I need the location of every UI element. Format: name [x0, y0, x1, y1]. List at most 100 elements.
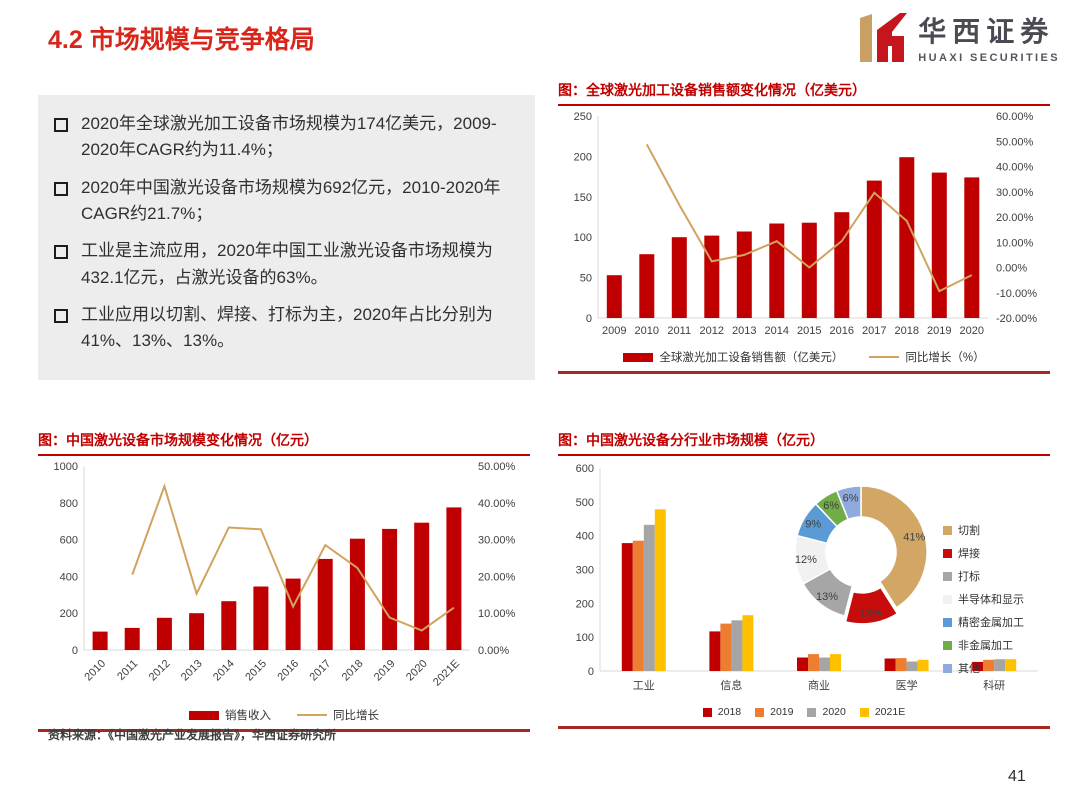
- page-title: 4.2 市场规模与竞争格局: [48, 26, 315, 54]
- logo-en: HUAXI SECURITIES: [918, 52, 1060, 64]
- svg-text:60.00%: 60.00%: [996, 111, 1034, 123]
- by-industry-chart-wrap: 0 100 200 300 400 500 600 工业 信息 商业 医学 科研 41% 13% 13% 12…: [558, 460, 1050, 700]
- legend-label: 销售收入: [225, 710, 271, 722]
- bar-swatch-icon: [755, 707, 765, 717]
- legend-item: 焊接: [943, 545, 1024, 561]
- svg-text:0.00%: 0.00%: [996, 263, 1027, 275]
- legend-label: 同比增长（%）: [905, 352, 985, 364]
- svg-text:6%: 6%: [823, 500, 839, 512]
- svg-text:商业: 商业: [808, 678, 830, 692]
- legend-label: 同比增长: [333, 710, 379, 722]
- svg-text:2019: 2019: [372, 658, 398, 684]
- legend-item: 非金属加工: [943, 637, 1024, 653]
- svg-text:2017: 2017: [862, 325, 886, 337]
- logo-cn: 华西证券: [918, 17, 1055, 48]
- legend-label: 2020: [822, 706, 846, 718]
- svg-text:10.00%: 10.00%: [996, 237, 1034, 249]
- bullet-text: 2020年中国激光设备市场规模为692亿元，2010-2020年CAGR约21.…: [81, 177, 501, 224]
- svg-text:12%: 12%: [795, 554, 817, 566]
- svg-text:2017: 2017: [308, 658, 334, 684]
- square-bullet-icon: [54, 118, 68, 132]
- title-rule: [38, 454, 530, 456]
- legend-item: 精密金属加工: [943, 614, 1024, 630]
- page-number: 41: [1008, 768, 1026, 785]
- list-item: 工业应用以切割、焊接、打标为主，2020年占比分别为41%、13%、13%。: [54, 302, 517, 355]
- svg-text:2009: 2009: [602, 325, 626, 337]
- square-bullet-icon: [54, 309, 68, 324]
- legend-label: 精密金属加工: [958, 617, 1024, 629]
- figure-china-market: 图：中国激光设备市场规模变化情况（亿元） 0 200 400 600 800 1000 0.…: [38, 430, 530, 732]
- bar-series: [606, 157, 980, 318]
- svg-text:40.00%: 40.00%: [478, 498, 516, 510]
- legend-item: 切割: [943, 522, 1024, 538]
- bar-series: [92, 507, 462, 650]
- legend-label: 全球激光加工设备销售额（亿美元）: [659, 352, 844, 364]
- huaxi-securities-logo: 华西证券 HUAXI SECURITIES: [854, 10, 1060, 64]
- svg-text:2016: 2016: [275, 658, 301, 684]
- svg-text:10.00%: 10.00%: [478, 608, 516, 620]
- figure-global-sales: 图：全球激光加工设备销售额变化情况（亿美元） 0 50 100 150 200 250 -2…: [558, 80, 1050, 374]
- legend-item: 同比增长（%）: [869, 349, 985, 365]
- line-series: [645, 143, 973, 293]
- svg-text:2015: 2015: [243, 658, 269, 684]
- list-item: 2020年中国激光设备市场规模为692亿元，2010-2020年CAGR约21.…: [54, 175, 517, 228]
- svg-text:41%: 41%: [903, 532, 925, 544]
- legend-item: 同比增长: [297, 707, 379, 723]
- svg-text:2014: 2014: [765, 325, 789, 337]
- pie-swatch-icon: [943, 594, 952, 604]
- svg-text:0: 0: [588, 666, 594, 678]
- title-rule: [558, 454, 1050, 456]
- bar-swatch-icon: [859, 707, 869, 717]
- svg-text:50.00%: 50.00%: [478, 461, 516, 473]
- figure-bottom-rule: [558, 726, 1050, 729]
- svg-text:医学: 医学: [896, 678, 918, 692]
- figure-title: 图：全球激光加工设备销售额变化情况（亿美元）: [558, 82, 866, 98]
- svg-text:400: 400: [576, 531, 594, 543]
- svg-text:2012: 2012: [147, 658, 173, 684]
- svg-text:200: 200: [576, 598, 594, 610]
- list-item: 工业是主流应用，2020年中国工业激光设备市场规模为432.1亿元，占激光设备的…: [54, 238, 517, 291]
- svg-text:30.00%: 30.00%: [478, 535, 516, 547]
- svg-text:2020: 2020: [404, 658, 430, 684]
- line-swatch-icon: [869, 356, 900, 358]
- pie-swatch-icon: [943, 663, 952, 673]
- legend-label: 焊接: [958, 548, 980, 560]
- svg-text:2010: 2010: [635, 325, 659, 337]
- bar-swatch-icon: [189, 710, 219, 720]
- figure-title: 图：中国激光设备市场规模变化情况（亿元）: [38, 432, 318, 448]
- global-sales-chart: 0 50 100 150 200 250 -20.00% -10.00% 0.00% 10.00%…: [574, 111, 1038, 337]
- chart-legend: 销售收入 同比增长: [38, 703, 530, 727]
- svg-text:2019: 2019: [927, 325, 951, 337]
- svg-text:400: 400: [60, 571, 78, 583]
- legend-item: 2019: [755, 706, 793, 718]
- svg-text:2016: 2016: [830, 325, 854, 337]
- legend-item: 2018: [702, 706, 741, 718]
- svg-text:2014: 2014: [211, 658, 237, 684]
- svg-text:200: 200: [60, 608, 78, 620]
- svg-text:0: 0: [586, 313, 592, 325]
- legend-label: 非金属加工: [958, 640, 1013, 652]
- svg-text:2020: 2020: [960, 325, 984, 337]
- china-market-chart: 0 200 400 600 800 1000 0.00% 10.00% 20.00% 30.00%…: [54, 461, 516, 689]
- key-points-box: 2020年全球激光加工设备市场规模为174亿美元，2009-2020年CAGR约…: [38, 95, 535, 380]
- svg-text:100: 100: [574, 232, 592, 244]
- svg-text:500: 500: [576, 497, 594, 509]
- donut-legend: 切割 焊接 打标 半导体和显示 精密金属加工 非金属加工 其他: [943, 522, 1024, 676]
- pie-swatch-icon: [943, 640, 952, 650]
- svg-text:-20.00%: -20.00%: [996, 313, 1037, 325]
- figure-bottom-rule: [38, 729, 530, 732]
- bullet-text: 工业是主流应用，2020年中国工业激光设备市场规模为432.1亿元，占激光设备的…: [81, 241, 493, 287]
- svg-text:13%: 13%: [816, 591, 838, 603]
- svg-text:2013: 2013: [732, 325, 756, 337]
- bar-swatch-icon: [807, 707, 817, 717]
- svg-text:0: 0: [72, 645, 78, 657]
- pie-swatch-icon: [943, 571, 952, 581]
- svg-text:800: 800: [60, 498, 78, 510]
- list-item: 2020年全球激光加工设备市场规模为174亿美元，2009-2020年CAGR约…: [54, 111, 517, 164]
- svg-text:300: 300: [576, 565, 594, 577]
- svg-text:科研: 科研: [983, 678, 1005, 692]
- bar-swatch-icon: [623, 352, 654, 362]
- svg-text:9%: 9%: [805, 519, 821, 531]
- svg-text:30.00%: 30.00%: [996, 187, 1034, 199]
